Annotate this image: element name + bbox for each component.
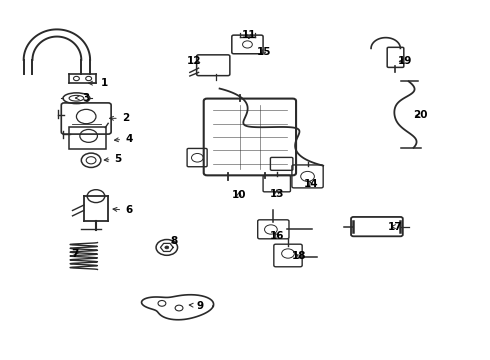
Text: 10: 10: [232, 190, 246, 200]
Text: 3: 3: [75, 93, 90, 103]
Text: 14: 14: [304, 179, 318, 189]
Text: 18: 18: [292, 251, 306, 261]
Text: 19: 19: [398, 56, 413, 66]
Text: 9: 9: [189, 301, 204, 311]
Text: 20: 20: [413, 111, 427, 121]
Text: 1: 1: [89, 78, 108, 88]
Text: 17: 17: [388, 222, 403, 231]
Text: 16: 16: [270, 231, 284, 240]
Text: 12: 12: [187, 56, 201, 66]
Text: 15: 15: [256, 46, 271, 57]
Text: 5: 5: [104, 154, 122, 164]
Text: 2: 2: [110, 113, 129, 123]
Text: 13: 13: [270, 189, 284, 199]
Text: 6: 6: [113, 206, 132, 216]
Text: 4: 4: [115, 134, 132, 144]
Circle shape: [165, 246, 169, 249]
Text: 7: 7: [71, 248, 79, 258]
Text: 8: 8: [171, 236, 178, 246]
Text: 11: 11: [242, 30, 256, 40]
